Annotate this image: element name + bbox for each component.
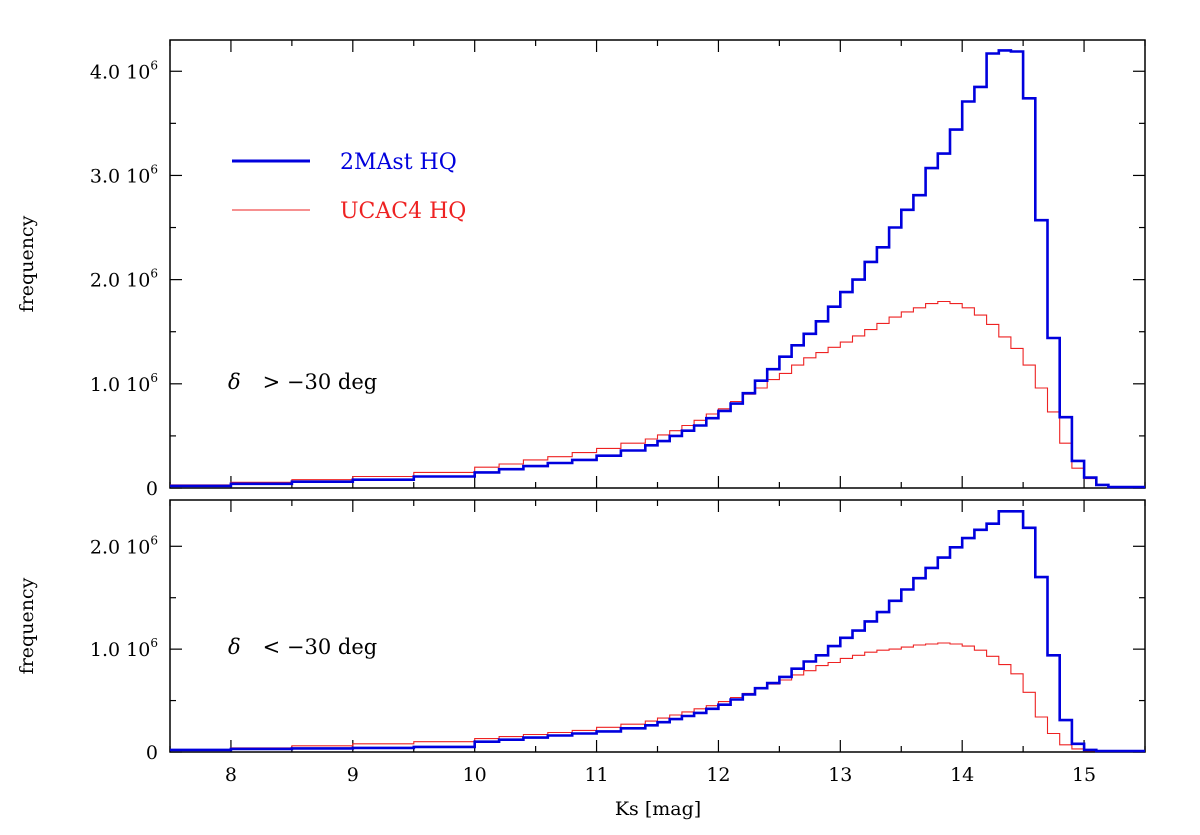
bottom-panel: 0 1.0 106 2.0 106 frequency δ < −30 deg 8 9 10 11… (16, 499, 1146, 786)
x-tick-label: 13 (828, 764, 852, 786)
y-tick-label: 1.0 106 (90, 636, 158, 661)
y-tick-label: 1.0 106 (90, 371, 158, 396)
x-tick-label: 11 (584, 764, 608, 786)
x-tick-label: 15 (1072, 764, 1096, 786)
x-axis-label: Ks [mag] (615, 798, 701, 820)
x-tick-label: 8 (225, 764, 237, 786)
y-axis-label: frequency (16, 215, 38, 312)
series-2mast-hq (170, 49, 1145, 489)
plot-frame (169, 39, 1146, 489)
series-2mast-hq (170, 510, 1145, 753)
legend-label-2mast: 2MAst HQ (340, 150, 457, 175)
declination-annotation: δ < −30 deg (228, 635, 377, 659)
x-tick-label: 12 (706, 764, 730, 786)
y-tick-label: 0 (146, 742, 158, 764)
y-tick-label: 4.0 106 (90, 58, 158, 83)
x-tick-label: 14 (950, 764, 974, 786)
plot-frame (169, 499, 1146, 753)
top-panel: 0 1.0 106 2.0 106 3.0 106 4.0 106 frequency δ >… (16, 39, 1146, 500)
series-ucac4-hq (170, 642, 1145, 752)
declination-annotation: δ > −30 deg (228, 370, 377, 394)
y-tick-label: 3.0 106 (90, 162, 158, 187)
legend: 2MAst HQ UCAC4 HQ (232, 150, 466, 224)
x-tick-label: 10 (463, 764, 487, 786)
y-axis-label: frequency (16, 577, 38, 674)
series-ucac4-hq (170, 300, 1145, 488)
x-tick-label: 9 (347, 764, 359, 786)
y-tick-label: 2.0 106 (90, 533, 158, 558)
y-tick-label: 2.0 106 (90, 267, 158, 292)
y-tick-label: 0 (146, 478, 158, 500)
legend-label-ucac4: UCAC4 HQ (340, 199, 466, 224)
